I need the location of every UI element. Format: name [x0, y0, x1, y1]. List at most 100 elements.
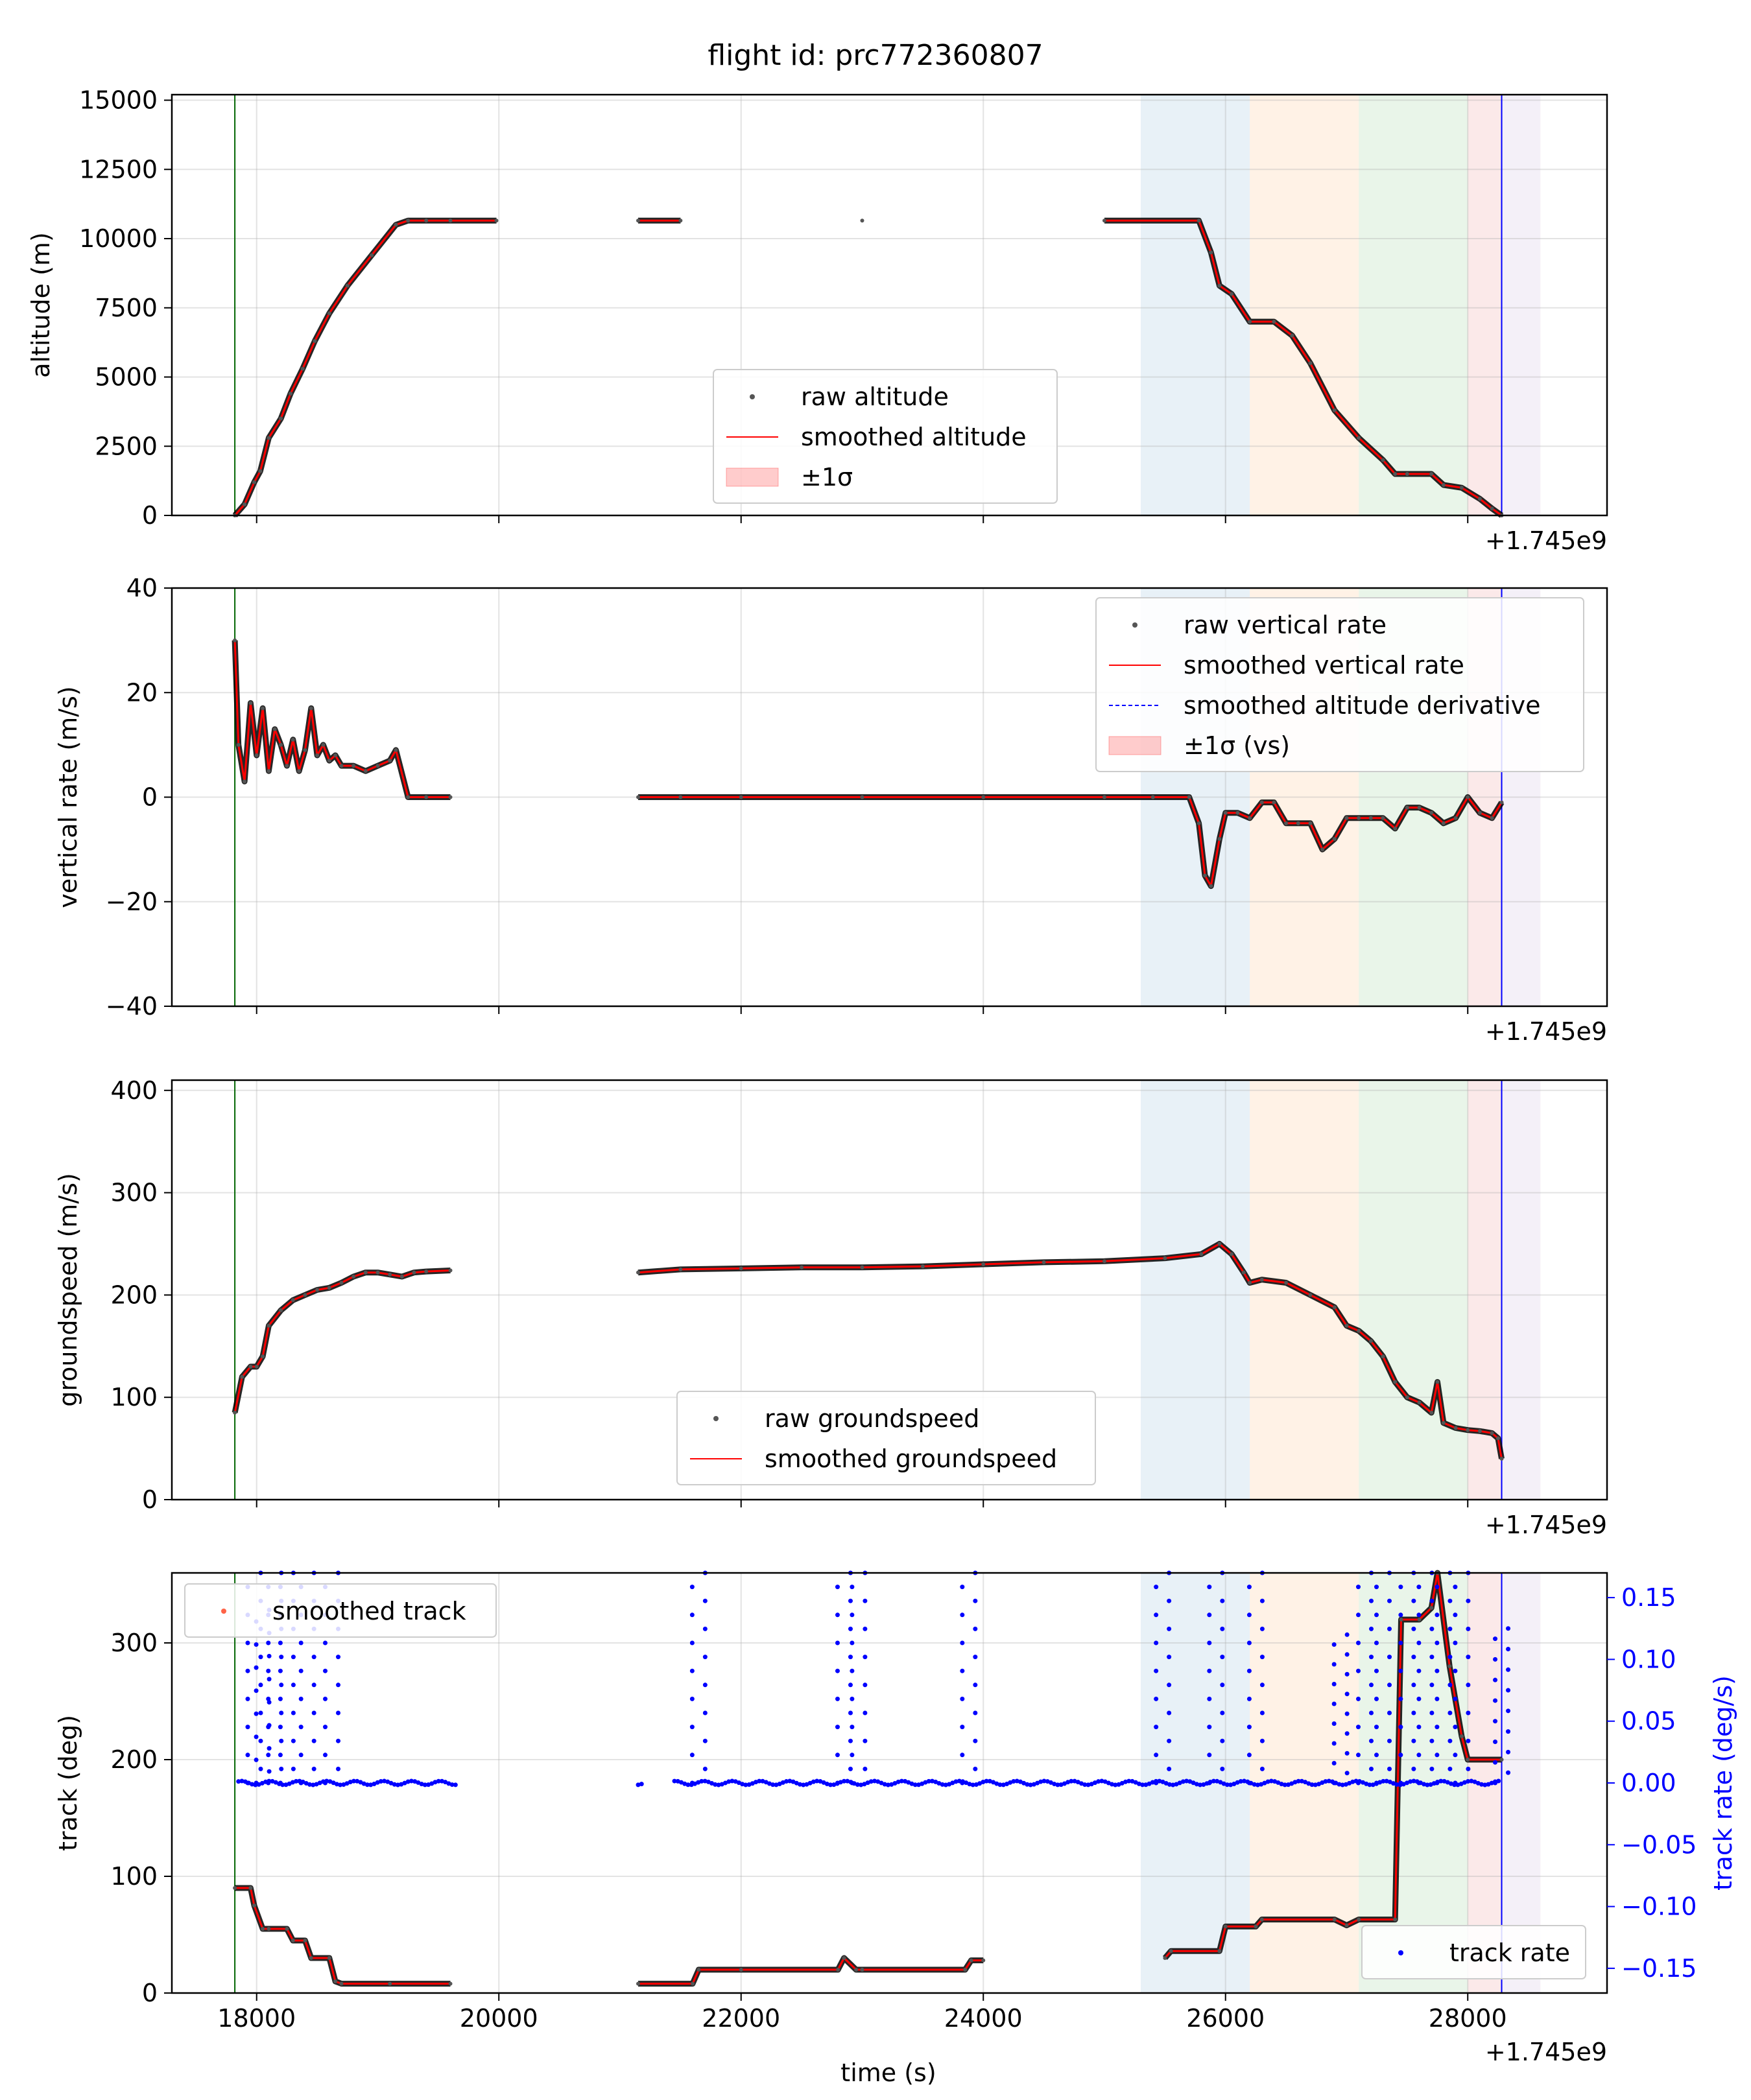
track-rate-point [436, 1778, 441, 1784]
raw-point [424, 1269, 429, 1274]
track-rate-point [1147, 1781, 1152, 1786]
track-rate-spike [1398, 1780, 1403, 1786]
smoothed-series [235, 1887, 451, 1985]
legend-label: ±1σ (vs) [1184, 731, 1290, 760]
track-rate-point [1133, 1780, 1138, 1785]
track-rate-spike [1368, 1655, 1374, 1660]
track-rate-point [1394, 1782, 1400, 1787]
legend-label: track rate [1449, 1939, 1570, 1967]
track-rate-spike [1435, 1752, 1440, 1758]
track-rate-spike [267, 1769, 272, 1774]
y-right-tick-label: −0.05 [1621, 1830, 1697, 1859]
track-rate-point [892, 1780, 898, 1786]
track-rate-point [236, 1779, 241, 1784]
raw-point [363, 1270, 368, 1275]
track-rate-spike [702, 1682, 708, 1688]
track-rate-point [1001, 1782, 1006, 1787]
track-rate-point [859, 1782, 864, 1787]
raw-point [424, 218, 429, 223]
x-offset-label: +1.745e9 [1485, 2038, 1607, 2066]
track-rate-point [1326, 1778, 1331, 1784]
track-rate-spike [298, 1696, 304, 1701]
raw-point [636, 1270, 640, 1275]
raw-point [1344, 1923, 1349, 1928]
track-rate-spike [336, 1766, 341, 1771]
track-rate-spike [1355, 1725, 1361, 1730]
raw-point [297, 769, 302, 773]
raw-point [1453, 1426, 1458, 1430]
legend-label: smoothed altitude [801, 423, 1027, 451]
track-rate-spike [960, 1780, 965, 1786]
track-rate-point [1069, 1778, 1074, 1784]
raw-point [1417, 1400, 1422, 1405]
track-rate-spike [1355, 1752, 1361, 1758]
track-rate-spike [1220, 1655, 1225, 1660]
track-rate-point [351, 1778, 357, 1784]
track-rate-spike [1411, 1655, 1416, 1660]
track-rate-spike [1344, 1632, 1350, 1637]
track-rate-point [1171, 1782, 1176, 1787]
track-rate-spike [850, 1668, 855, 1673]
track-rate-point [1123, 1779, 1128, 1784]
track-rate-spike [258, 1655, 263, 1660]
raw-point [636, 218, 640, 223]
raw-point [252, 1904, 256, 1907]
track-rate-point [429, 1781, 435, 1786]
phase-band [1141, 95, 1250, 515]
raw-point [1405, 805, 1409, 810]
track-rate-point [1296, 1778, 1301, 1784]
track-rate-spike [1220, 1710, 1225, 1716]
track-rate-spike [960, 1752, 965, 1758]
track-rate-point [1048, 1780, 1053, 1785]
track-rate-spike [848, 1766, 853, 1771]
track-rate-spike [1368, 1598, 1374, 1603]
raw-point [1429, 1606, 1434, 1610]
track-rate-point [338, 1782, 343, 1787]
raw-point [494, 218, 499, 223]
track-rate-spike [267, 1677, 272, 1682]
track-rate-spike [258, 1738, 263, 1743]
raw-point [267, 1323, 271, 1328]
track-rate-point [1337, 1782, 1342, 1787]
raw-point [1332, 1917, 1337, 1922]
track-rate-spike [291, 1710, 296, 1716]
track-rate-point [405, 1779, 411, 1784]
x-tick-label: 28000 [1429, 2004, 1507, 2033]
track-rate-spike [1154, 1585, 1159, 1590]
track-rate-point [1316, 1782, 1322, 1787]
track-rate-spike [278, 1752, 283, 1758]
track-rate-spike [1259, 1682, 1265, 1688]
raw-point [394, 748, 398, 752]
track-rate-spike [1246, 1696, 1252, 1701]
track-rate-spike [1453, 1640, 1458, 1646]
track-rate-spike [323, 1640, 328, 1646]
raw-point [860, 1265, 864, 1269]
y-tick-label: 5000 [95, 363, 158, 392]
track-rate-spike [1344, 1711, 1350, 1716]
x-tick-label: 20000 [460, 2004, 538, 2033]
legend-label: smoothed altitude derivative [1184, 691, 1541, 720]
raw-point [1357, 436, 1361, 440]
track-rate-spike [1207, 1585, 1212, 1590]
legend-swatch-dot [713, 1416, 719, 1421]
raw-point [363, 769, 368, 773]
y-tick-label: 0 [142, 1485, 158, 1514]
panel-groundspeed: 0 100 200 300 400 +1.745e9 groundspeed (m/s) [54, 1076, 1608, 1539]
raw-point [1217, 837, 1222, 841]
track-rate-spike [835, 1725, 840, 1730]
y-right-tick-label: 0.15 [1621, 1583, 1676, 1612]
track-rate-point [997, 1782, 1003, 1787]
track-rate-point [1279, 1782, 1284, 1787]
raw-series [232, 1268, 451, 1413]
raw-point [327, 1286, 331, 1290]
smoothed-series [1104, 219, 1503, 517]
track-rate-spike [1246, 1585, 1252, 1590]
track-rate-spike [1506, 1708, 1511, 1714]
track-rate-spike [1207, 1696, 1212, 1701]
raw-point [1202, 873, 1207, 878]
track-rate-point [422, 1782, 427, 1787]
legend-box [1361, 1925, 1586, 1979]
track-rate-spike [1453, 1752, 1458, 1758]
track-rate-point [1180, 1779, 1185, 1784]
track-rate-spike [835, 1585, 840, 1590]
